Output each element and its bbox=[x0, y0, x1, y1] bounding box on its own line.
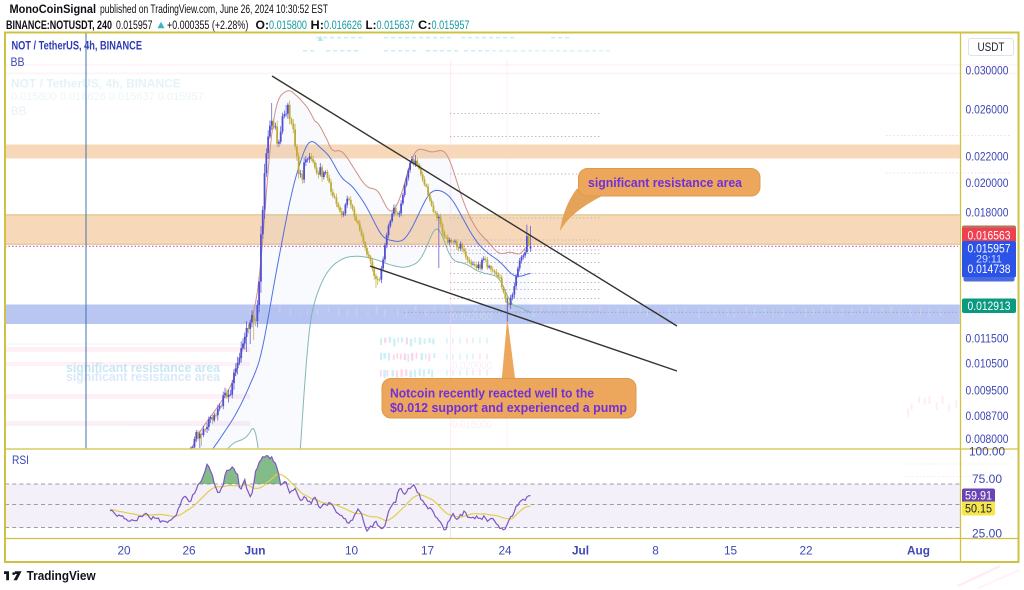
svg-text:8: 8 bbox=[652, 544, 659, 558]
svg-text:Jun: Jun bbox=[245, 544, 266, 558]
svg-text:NOT / TetherUS, 4h, BINANCE: NOT / TetherUS, 4h, BINANCE bbox=[12, 38, 143, 52]
svg-text:NOT / TetherUS, 4h, BINANCE: NOT / TetherUS, 4h, BINANCE bbox=[11, 77, 181, 91]
svg-text:0.018000: 0.018000 bbox=[966, 206, 1009, 220]
svg-text:H:: H: bbox=[311, 18, 325, 32]
svg-text:+0.000355 (+2.28%): +0.000355 (+2.28%) bbox=[167, 18, 248, 32]
svg-text:20: 20 bbox=[117, 544, 131, 558]
svg-text:0.022000: 0.022000 bbox=[966, 150, 1009, 164]
svg-text:0.011500: 0.011500 bbox=[966, 332, 1009, 346]
svg-text:0.009500: 0.009500 bbox=[966, 384, 1009, 398]
svg-text:Notcoin recently reacted well: Notcoin recently reacted well to the bbox=[390, 387, 594, 401]
svg-text:MonoCoinSignal: MonoCoinSignal bbox=[10, 2, 97, 16]
svg-text:0.015957: 0.015957 bbox=[432, 18, 470, 32]
svg-text:0.020000: 0.020000 bbox=[452, 360, 492, 372]
svg-text:0.030000: 0.030000 bbox=[966, 64, 1009, 78]
svg-text:15: 15 bbox=[724, 544, 738, 558]
svg-text:22: 22 bbox=[799, 544, 812, 558]
svg-text:0.016563: 0.016563 bbox=[968, 229, 1011, 243]
svg-text:RSI: RSI bbox=[12, 455, 29, 467]
svg-text:L:: L: bbox=[366, 18, 377, 32]
svg-text:0.008700: 0.008700 bbox=[966, 409, 1009, 423]
svg-text:0.015800 0.016626 0.015637: 0.015800 0.016626 0.015637 0.015957 bbox=[11, 91, 204, 103]
svg-text:0.014738: 0.014738 bbox=[968, 262, 1011, 276]
svg-text:0.020000: 0.020000 bbox=[966, 176, 1009, 190]
svg-text:0.012913: 0.012913 bbox=[968, 299, 1011, 313]
svg-text:Jul: Jul bbox=[572, 544, 589, 558]
svg-text:USDT: USDT bbox=[978, 40, 1005, 54]
svg-text:17: 17 bbox=[421, 544, 434, 558]
svg-text:published on TradingView.com,: published on TradingView.com, June 26, 2… bbox=[100, 2, 328, 16]
svg-text:TradingView: TradingView bbox=[27, 568, 96, 583]
svg-text:100.00: 100.00 bbox=[969, 445, 1005, 459]
svg-text:10: 10 bbox=[345, 544, 359, 558]
svg-text:0.015637: 0.015637 bbox=[377, 18, 415, 32]
svg-text:0.016626: 0.016626 bbox=[324, 18, 362, 32]
svg-text:BINANCE:NOTUSDT, 240: BINANCE:NOTUSDT, 240 bbox=[6, 18, 112, 32]
svg-text:0.008000: 0.008000 bbox=[966, 432, 1009, 446]
svg-text:0.015957: 0.015957 bbox=[968, 242, 1011, 256]
svg-text:75.00: 75.00 bbox=[972, 472, 1002, 486]
svg-text:▲: ▲ bbox=[316, 33, 325, 43]
svg-text:0.022000: 0.022000 bbox=[452, 311, 492, 323]
svg-text:0.015800: 0.015800 bbox=[269, 18, 307, 32]
svg-text:29:11: 29:11 bbox=[976, 254, 1002, 266]
svg-text:BB: BB bbox=[11, 55, 25, 69]
svg-text:0.015957: 0.015957 bbox=[116, 18, 153, 32]
svg-text:significant resistance area: significant resistance area bbox=[66, 370, 221, 384]
svg-text:25.00: 25.00 bbox=[972, 527, 1002, 541]
svg-text:significant resistance area: significant resistance area bbox=[66, 361, 221, 375]
svg-text:$0.012 support and experienced: $0.012 support and experienced a pump bbox=[390, 401, 627, 415]
svg-text:O:: O: bbox=[256, 18, 270, 32]
svg-text:0.010500: 0.010500 bbox=[966, 357, 1009, 371]
svg-text:significant resistance area: significant resistance area bbox=[588, 176, 743, 190]
svg-text:Aug: Aug bbox=[907, 544, 930, 558]
svg-text:50.15: 50.15 bbox=[965, 504, 992, 516]
svg-text:0.026000: 0.026000 bbox=[966, 103, 1009, 117]
svg-text:C:: C: bbox=[418, 18, 432, 32]
svg-text:BB: BB bbox=[11, 106, 27, 118]
svg-text:26: 26 bbox=[182, 544, 196, 558]
svg-text:0.018000: 0.018000 bbox=[452, 419, 492, 431]
svg-text:24: 24 bbox=[498, 544, 512, 558]
svg-text:59.91: 59.91 bbox=[965, 491, 992, 503]
